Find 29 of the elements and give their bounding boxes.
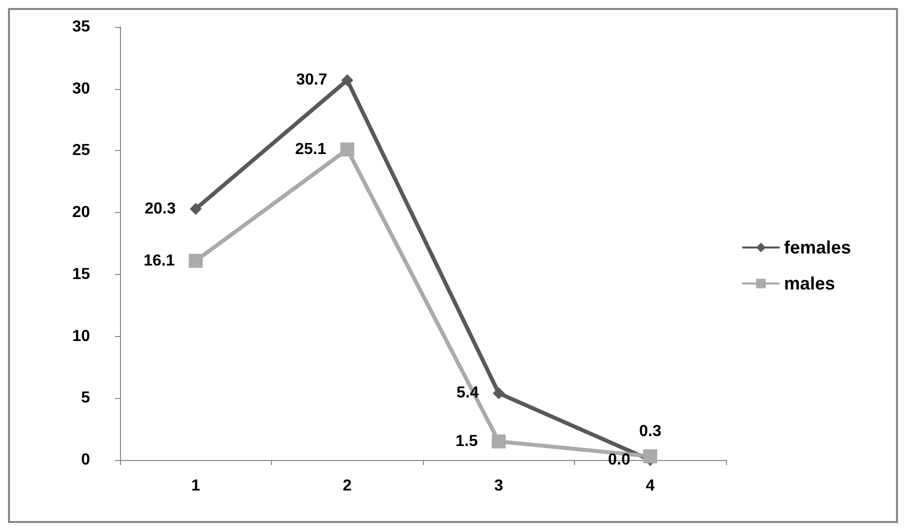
point (492, 434, 506, 448)
data-label: 0.0 (608, 452, 630, 468)
point (190, 202, 202, 215)
data-label: 20.3 (144, 200, 176, 218)
y-tick-label: 25 (72, 142, 90, 160)
data-label: 5.4 (456, 384, 479, 402)
data-label: 1.5 (456, 432, 478, 450)
x-tick-label: 1 (191, 478, 200, 494)
point (188, 254, 203, 268)
legend-label: females (784, 238, 852, 258)
y-tick-label: 5 (81, 390, 90, 407)
y-tick-label: 35 (72, 18, 90, 36)
data-label: 25.1 (295, 140, 326, 158)
y-tick-label: 10 (72, 328, 90, 345)
point (341, 74, 354, 86)
data-label: 30.7 (296, 72, 328, 89)
x-tick-label: 3 (494, 478, 504, 494)
y-tick-label: 30 (72, 80, 90, 98)
point (340, 142, 354, 156)
data-label: 16.1 (144, 252, 175, 270)
y-tick-label: 20 (72, 204, 90, 222)
y-tick-label: 0 (81, 452, 90, 468)
data-label: 0.3 (639, 422, 662, 440)
x-tick-label: 2 (342, 478, 352, 494)
point (643, 449, 658, 464)
legend-label: males (784, 274, 836, 294)
y-tick-label: 15 (72, 266, 90, 283)
x-tick-label: 4 (646, 478, 655, 494)
point (492, 387, 505, 400)
